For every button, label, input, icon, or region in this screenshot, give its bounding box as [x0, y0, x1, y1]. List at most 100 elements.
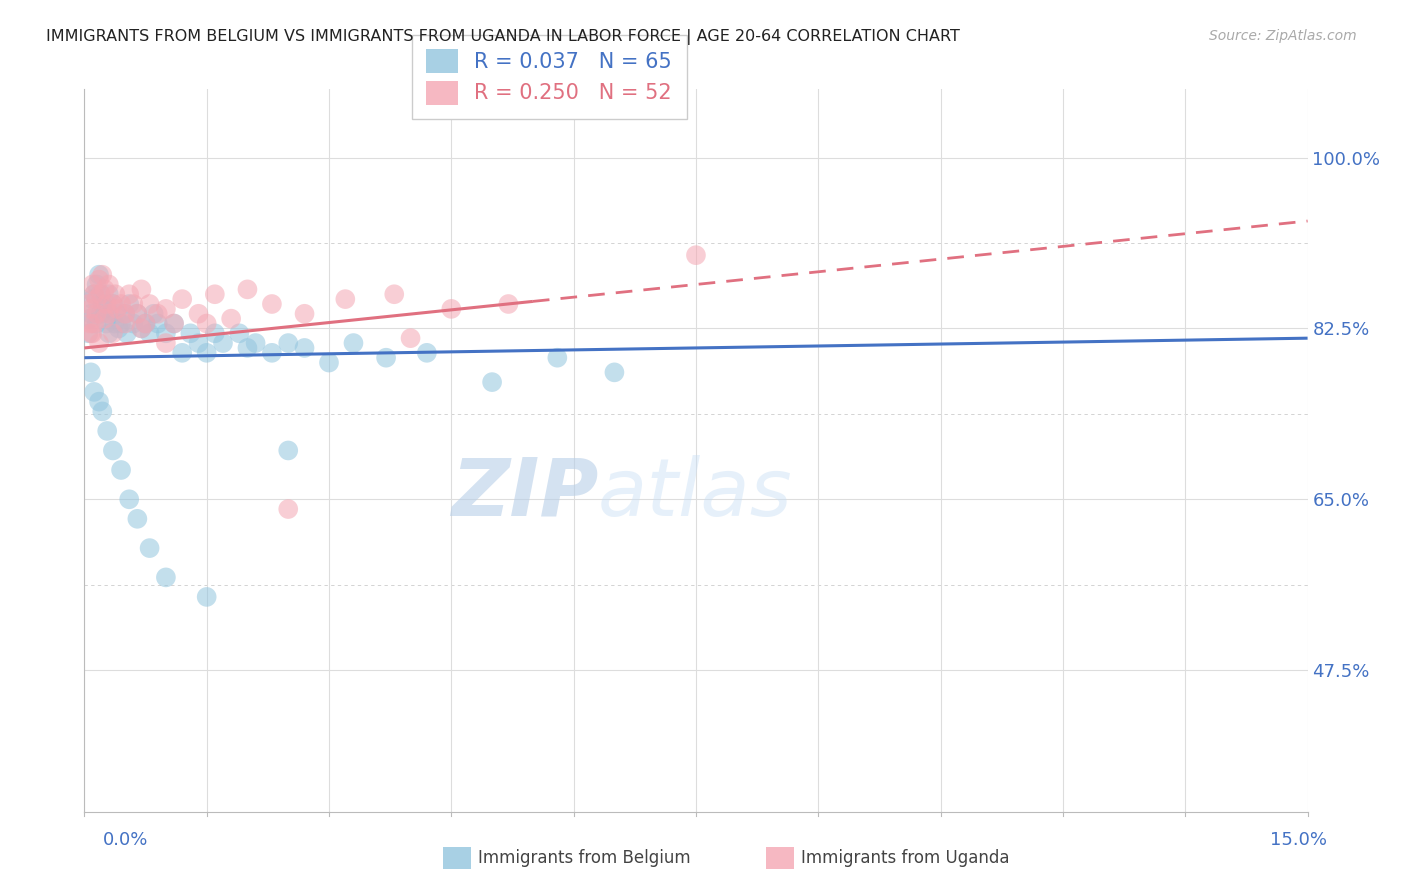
Point [382, 287, 405, 301]
Point [179, 326, 201, 341]
Point [77, 326, 100, 341]
Point [277, 336, 299, 351]
Point [294, 307, 316, 321]
Point [86, 277, 108, 292]
Point [80, 326, 103, 341]
Point [93, 282, 115, 296]
Point [204, 287, 226, 301]
Point [187, 336, 209, 351]
Point [172, 292, 194, 306]
Point [142, 307, 165, 321]
Text: 0.0%: 0.0% [103, 831, 148, 849]
Point [219, 311, 242, 326]
Point [110, 297, 132, 311]
Text: 15.0%: 15.0% [1270, 831, 1327, 849]
Point [107, 321, 129, 335]
Point [187, 307, 209, 321]
Point [83, 317, 105, 331]
Point [97, 326, 120, 341]
Point [318, 355, 340, 369]
Legend: R = 0.037   N = 65, R = 0.250   N = 52: R = 0.037 N = 65, R = 0.250 N = 52 [412, 35, 686, 120]
Point [138, 297, 160, 311]
Point [195, 590, 218, 604]
Point [122, 317, 145, 331]
Point [138, 326, 160, 341]
Text: Immigrants from Uganda: Immigrants from Uganda [801, 849, 1010, 867]
Point [163, 317, 186, 331]
Point [118, 297, 141, 311]
Point [90, 307, 112, 321]
Point [86, 317, 108, 331]
Point [375, 351, 398, 365]
Point [114, 307, 136, 321]
Point [101, 297, 124, 311]
Point [96, 317, 118, 331]
Point [79, 311, 101, 326]
Point [93, 311, 115, 326]
Point [146, 307, 169, 321]
Point [80, 365, 103, 379]
Point [101, 443, 124, 458]
Point [103, 317, 125, 331]
Point [416, 346, 439, 360]
Point [118, 287, 141, 301]
Point [138, 541, 160, 555]
Point [155, 301, 177, 316]
Point [79, 317, 101, 331]
Point [114, 317, 136, 331]
Point [96, 297, 118, 311]
Point [101, 297, 124, 311]
Point [83, 384, 105, 399]
Point [277, 443, 299, 458]
Point [87, 336, 110, 351]
Point [90, 287, 112, 301]
Point [342, 336, 364, 351]
Point [82, 277, 104, 292]
Point [87, 394, 110, 409]
Point [498, 297, 520, 311]
Point [236, 282, 259, 296]
Point [97, 307, 120, 321]
Point [155, 570, 177, 584]
Point [91, 404, 114, 418]
Point [603, 365, 626, 379]
Point [131, 321, 153, 335]
Point [77, 297, 100, 311]
Point [335, 292, 357, 306]
Point [91, 268, 114, 282]
Point [204, 326, 226, 341]
Point [212, 336, 235, 351]
Point [277, 502, 299, 516]
Point [105, 301, 128, 316]
Point [440, 301, 463, 316]
Point [122, 297, 145, 311]
Point [93, 301, 115, 316]
Point [146, 317, 169, 331]
Point [80, 307, 103, 321]
Point [481, 375, 503, 389]
Point [245, 336, 267, 351]
Point [118, 492, 141, 507]
Point [260, 297, 283, 311]
Point [83, 287, 105, 301]
Point [236, 341, 259, 355]
Point [127, 307, 149, 321]
Point [685, 248, 707, 262]
Point [110, 463, 132, 477]
Point [96, 424, 118, 438]
Point [91, 297, 114, 311]
Point [135, 317, 157, 331]
Point [115, 326, 138, 341]
Point [86, 307, 108, 321]
Point [104, 287, 127, 301]
Point [100, 307, 122, 321]
Point [135, 317, 157, 331]
Point [155, 326, 177, 341]
Point [260, 346, 283, 360]
Point [87, 272, 110, 286]
Text: Immigrants from Belgium: Immigrants from Belgium [478, 849, 690, 867]
Point [101, 326, 124, 341]
Text: Source: ZipAtlas.com: Source: ZipAtlas.com [1209, 29, 1357, 43]
Point [155, 336, 177, 351]
Point [86, 292, 108, 306]
